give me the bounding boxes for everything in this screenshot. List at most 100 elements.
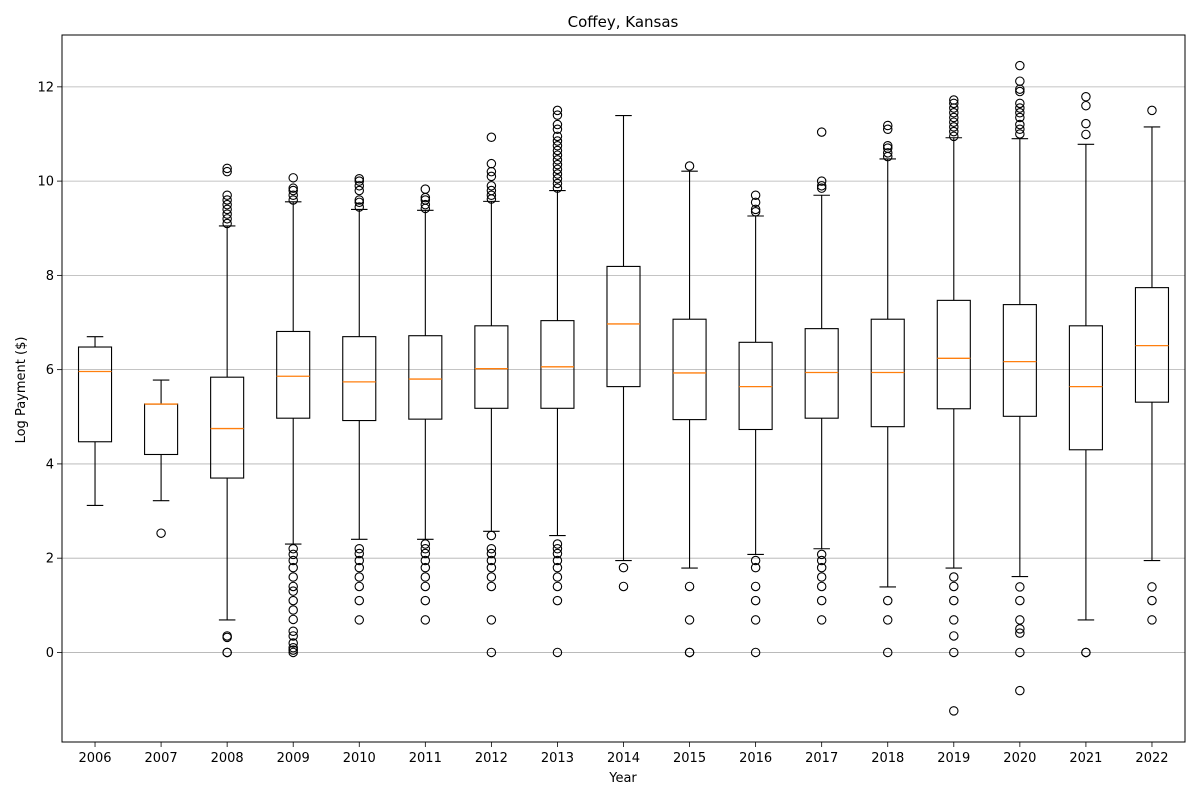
outlier-point [552,131,563,142]
outlier-point [552,581,563,592]
outlier-point [288,647,298,658]
outlier-point [552,178,563,189]
outlier-point [222,199,232,210]
outlier-point [1015,624,1025,634]
outlier-point [816,595,827,606]
outlier-point [816,572,827,582]
plot-frame [61,34,1186,743]
outlier-point [354,615,365,625]
outlier-point [684,581,695,592]
box-2007 [144,379,179,538]
outlier-point [816,549,827,560]
x-tick-label: 2022 [1135,751,1168,766]
outlier-point [552,647,563,658]
outlier-point [354,176,365,186]
outlier-point [552,548,563,559]
outlier-point [1147,615,1157,625]
outlier-point [354,197,365,208]
outlier-point [949,615,959,625]
outlier-point [1081,118,1091,129]
outlier-point [750,595,761,606]
outlier-point [1081,100,1091,111]
outlier-point [1015,103,1025,113]
outlier-point [750,197,761,208]
outlier-point [420,572,431,582]
outlier-point [949,131,959,142]
outlier-point [222,195,232,205]
outlier-point [354,581,365,592]
outlier-point [1015,108,1025,118]
outlier-point [552,555,563,566]
y-tick-label: 8 [46,269,54,284]
box-2020 [1002,60,1037,696]
outlier-point [486,555,497,566]
box-iqr [1068,325,1103,451]
y-tick-label: 10 [37,175,54,190]
axes: 0 2 4 6 8 10 12 2006 2007 2008 2009 2010 2011 2012 201… [37,34,1186,766]
y-tick-label: 4 [46,457,54,472]
outlier-point [288,572,298,582]
box-iqr [606,265,641,388]
outlier-point [552,169,563,179]
outlier-point [354,185,365,196]
box-2022 [1134,105,1170,625]
outlier-point [288,595,298,606]
outlier-point [222,631,232,641]
outlier-point [222,166,232,177]
outlier-point [288,581,298,592]
outlier-point [288,195,298,205]
outlier-point [420,562,431,573]
x-tick-label: 2020 [1003,751,1036,766]
outlier-point [949,95,959,105]
box-2018 [870,120,905,658]
outlier-point [420,184,431,194]
outlier-point [816,615,827,625]
box-2012 [474,132,509,658]
outlier-point [354,195,365,205]
outlier-point [1015,119,1025,130]
outlier-point [618,562,629,573]
box-2006 [77,336,113,506]
outlier-point [949,631,959,641]
box-2010 [342,174,377,625]
outlier-point [552,155,563,165]
x-tick-label: 2015 [673,751,706,766]
box-iqr [77,346,113,443]
box-2017 [804,127,839,625]
outlier-point [1015,615,1025,625]
outlier-point [552,110,563,120]
box-2015 [672,161,707,658]
outlier-point [1147,595,1157,606]
outlier-point [882,595,893,606]
box-iqr [738,341,773,431]
outlier-point [816,555,827,566]
outlier-point [486,647,497,658]
outlier-point [816,176,827,186]
outlier-point [222,218,232,229]
box-2019 [936,95,971,716]
outlier-point [552,145,563,156]
outlier-point [552,595,563,606]
outlier-point [1081,647,1091,658]
outlier-point [552,174,563,184]
outlier-point [949,108,959,118]
x-tick-label: 2014 [607,751,640,766]
x-axis-label: Year [608,771,637,786]
outlier-point [288,549,298,560]
outlier-point [882,148,893,158]
outlier-point [222,190,232,201]
outlier-point [420,544,431,554]
outlier-point [354,202,365,212]
box-iqr [936,299,971,410]
outlier-point [949,122,959,132]
outlier-point [949,117,959,127]
box-iqr [144,403,179,456]
outlier-point [354,544,365,554]
outlier-point [1015,647,1025,658]
outlier-point [750,555,761,566]
box-iqr [804,328,839,419]
x-tick-label: 2012 [475,751,508,766]
x-tick-label: 2018 [871,751,904,766]
x-tick-label: 2007 [145,751,178,766]
